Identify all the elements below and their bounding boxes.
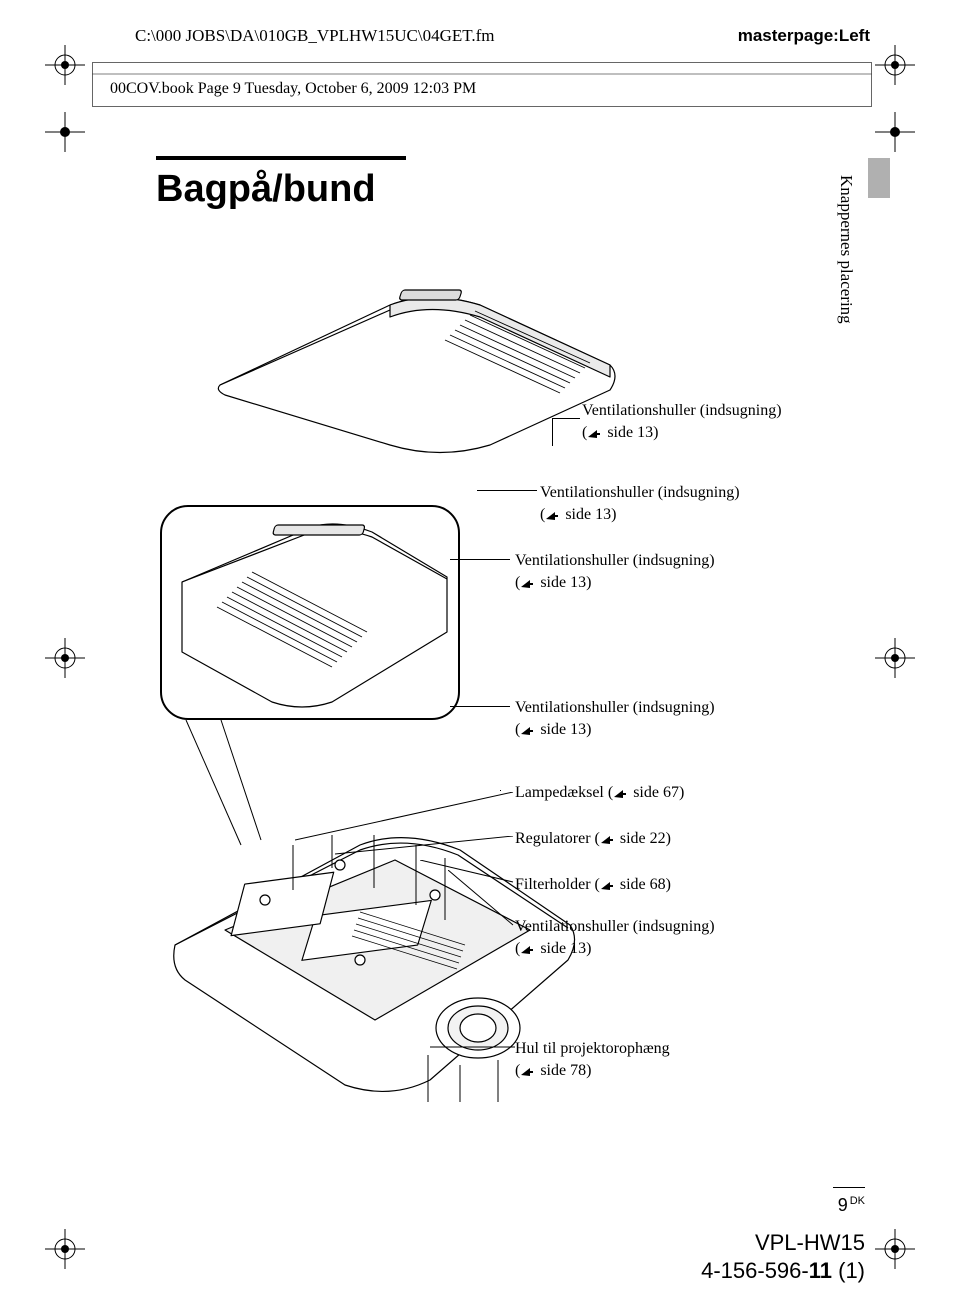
leader-line [448,870,518,928]
crop-mark-icon [875,638,915,678]
leader-line [477,490,537,491]
leader-line [500,790,501,791]
docnum-bold: 11 [809,1258,832,1283]
callout-regulators: Regulatorer ( side 22) [515,828,671,850]
pointer-icon [520,1065,534,1077]
callout-lamp-cover: Lampedæksel ( side 67) [515,782,684,804]
file-path: C:\000 JOBS\DA\010GB_VPLHW15UC\04GET.fm [135,26,495,46]
leader-line [295,792,515,842]
callout-ref: side 22 [620,830,666,847]
pointer-icon [520,577,534,589]
callout-ref: side 13 [540,574,586,591]
pointer-icon [587,427,601,439]
callout-ref: side 13 [607,424,653,441]
model-number: VPL-HW15 [755,1230,865,1256]
leader-line [335,836,515,856]
header-frame [92,62,872,107]
callout-text: Ventilationshuller (indsugning) [582,402,782,419]
callout-vent-3: Ventilationshuller (indsugning) ( side 1… [515,550,715,593]
page-title: Bagpå/bund [156,168,376,211]
callout-text: Ventilationshuller (indsugning) [515,552,715,569]
pointer-icon [600,879,614,891]
callout-text: Regulatorer [515,830,591,847]
crop-mark-icon [875,1229,915,1269]
docnum-suffix: (1) [832,1258,865,1283]
callout-ref: side 13 [540,940,586,957]
crop-mark-icon [45,1229,85,1269]
callout-vent-4: Ventilationshuller (indsugning) ( side 1… [515,697,715,740]
pointer-icon [520,943,534,955]
callout-text: Ventilationshuller (indsugning) [540,484,740,501]
leader-line [498,1046,516,1048]
leader-line [552,418,580,419]
section-label: Knappernes placering [838,175,855,324]
pointer-icon [545,509,559,521]
callout-text: Hul til projektorophæng [515,1040,670,1057]
page-number: 9DK [838,1195,865,1216]
callout-mount-hole: Hul til projektorophæng ( side 78) [515,1038,670,1081]
crop-mark-icon [45,45,85,85]
page-lang: DK [850,1195,865,1207]
pointer-icon [600,833,614,845]
callout-text: Ventilationshuller (indsugning) [515,918,715,935]
leader-line [428,1098,503,1100]
leader-line [450,559,510,560]
side-tab [868,158,890,198]
pointer-icon [613,787,627,799]
callout-text: Filterholder [515,876,591,893]
docnum-prefix: 4-156-596- [701,1258,809,1283]
callout-ref: side 13 [540,721,586,738]
callout-ref: side 67 [633,784,679,801]
crop-mark-icon [875,112,915,152]
crop-mark-icon [875,45,915,85]
crop-mark-icon [45,112,85,152]
document-number: 4-156-596-11 (1) [701,1258,865,1284]
callout-filterholder: Filterholder ( side 68) [515,874,671,896]
diagram-front-detail [160,505,460,720]
leader-line [477,490,478,491]
crop-mark-icon [45,638,85,678]
page-number-value: 9 [838,1195,848,1215]
leader-line [450,706,510,707]
callout-ref: side 68 [620,876,666,893]
title-rule [156,156,406,160]
page-num-rule [833,1187,865,1189]
callout-vent-1: Ventilationshuller (indsugning) ( side 1… [582,400,782,443]
callout-vent-2: Ventilationshuller (indsugning) ( side 1… [540,482,740,525]
callout-ref: side 78 [540,1062,586,1079]
callout-text: Ventilationshuller (indsugning) [515,699,715,716]
callout-ref: side 13 [565,506,611,523]
masterpage-label: masterpage:Left [738,26,870,46]
diagram-rear-top [190,235,630,455]
pointer-icon [520,724,534,736]
callout-vent-5: Ventilationshuller (indsugning) ( side 1… [515,916,715,959]
leader-line [552,418,553,446]
callout-text: Lampedæksel [515,784,604,801]
